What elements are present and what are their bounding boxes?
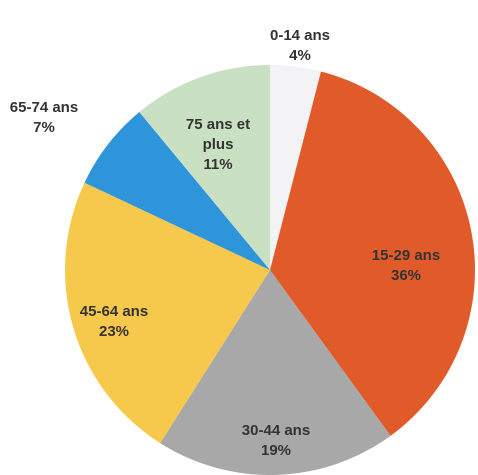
pie-slice (270, 71, 475, 436)
slice-label: 0-14 ans 4% (270, 26, 330, 66)
slice-label: 45-64 ans 23% (80, 302, 148, 342)
pie-slice (139, 65, 270, 270)
value-label: 36% (390, 267, 422, 284)
category-label: 15-29 ans (371, 247, 441, 264)
category-label: 30-44 ans (241, 422, 311, 439)
slice-label: 15-29 ans 36% (372, 246, 440, 286)
value-label: 19% (260, 442, 292, 459)
slice-label: 65-74 ans 7% (10, 98, 78, 138)
pie-slice (160, 270, 391, 475)
value-label: 4% (289, 47, 311, 64)
pie-slice (65, 182, 270, 444)
category-label: 65-74 ans (9, 99, 79, 116)
category-label: 75 ans et plus (185, 116, 251, 153)
slice-label: 30-44 ans 19% (242, 421, 310, 461)
category-label: 45-64 ans (79, 303, 149, 320)
value-label: 23% (98, 323, 130, 340)
category-label: 0-14 ans (269, 27, 331, 44)
pie-slice (84, 112, 270, 270)
pie-slice (270, 65, 321, 270)
slice-label: 75 ans et plus 11% (173, 115, 263, 175)
value-label: 7% (33, 119, 55, 136)
value-label: 11% (203, 156, 233, 173)
